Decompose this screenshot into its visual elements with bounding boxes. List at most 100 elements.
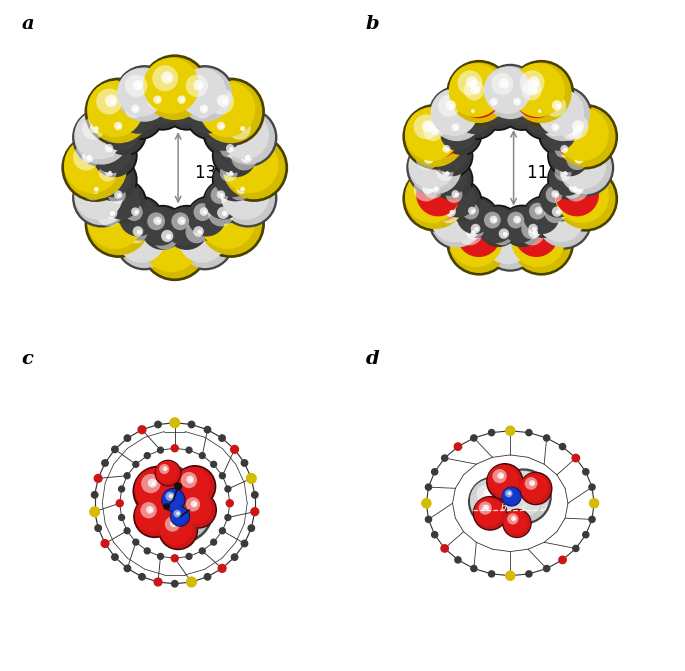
Circle shape xyxy=(158,464,176,481)
Circle shape xyxy=(544,201,579,237)
Circle shape xyxy=(529,203,556,229)
Circle shape xyxy=(184,496,211,523)
Circle shape xyxy=(190,502,201,513)
Circle shape xyxy=(418,151,447,180)
Circle shape xyxy=(151,472,184,505)
Circle shape xyxy=(476,87,521,131)
Circle shape xyxy=(583,531,589,537)
Circle shape xyxy=(125,74,147,97)
Circle shape xyxy=(98,140,127,168)
Circle shape xyxy=(442,183,478,219)
Circle shape xyxy=(456,97,497,138)
Circle shape xyxy=(235,186,252,203)
Circle shape xyxy=(433,138,468,172)
Circle shape xyxy=(175,511,184,520)
Circle shape xyxy=(506,513,526,533)
Circle shape xyxy=(154,475,179,501)
Circle shape xyxy=(226,176,266,217)
Circle shape xyxy=(497,81,514,98)
Circle shape xyxy=(199,81,262,143)
Circle shape xyxy=(100,166,123,189)
Circle shape xyxy=(546,186,562,203)
Circle shape xyxy=(419,183,443,208)
Circle shape xyxy=(172,508,188,525)
Circle shape xyxy=(141,504,164,527)
Circle shape xyxy=(434,139,467,172)
Circle shape xyxy=(181,217,227,263)
Circle shape xyxy=(190,201,225,236)
Circle shape xyxy=(482,210,513,242)
Circle shape xyxy=(170,507,190,527)
Circle shape xyxy=(227,142,277,191)
Circle shape xyxy=(124,100,154,130)
Circle shape xyxy=(511,484,528,502)
Circle shape xyxy=(477,486,506,515)
Circle shape xyxy=(502,89,541,128)
Circle shape xyxy=(516,218,563,265)
Circle shape xyxy=(529,480,535,486)
Circle shape xyxy=(162,493,194,525)
Circle shape xyxy=(506,479,536,509)
Circle shape xyxy=(117,68,166,117)
Circle shape xyxy=(177,513,179,515)
Circle shape xyxy=(505,490,517,502)
Circle shape xyxy=(562,145,606,189)
Circle shape xyxy=(151,66,192,107)
Circle shape xyxy=(431,195,484,248)
Circle shape xyxy=(86,122,110,147)
Circle shape xyxy=(460,74,490,105)
Circle shape xyxy=(166,518,187,539)
Circle shape xyxy=(155,228,186,260)
Circle shape xyxy=(560,168,569,176)
Circle shape xyxy=(64,136,127,199)
Circle shape xyxy=(131,83,149,100)
Circle shape xyxy=(479,488,501,510)
Circle shape xyxy=(119,70,168,118)
Circle shape xyxy=(521,195,566,240)
Circle shape xyxy=(432,136,471,176)
Circle shape xyxy=(475,499,504,527)
Circle shape xyxy=(422,499,431,508)
Circle shape xyxy=(555,114,604,164)
Circle shape xyxy=(516,218,520,222)
Circle shape xyxy=(443,207,464,229)
Circle shape xyxy=(220,141,247,167)
Circle shape xyxy=(214,134,257,177)
Circle shape xyxy=(525,478,543,496)
Circle shape xyxy=(499,79,509,89)
Circle shape xyxy=(225,139,281,195)
Circle shape xyxy=(174,511,184,521)
Circle shape xyxy=(183,219,223,260)
Circle shape xyxy=(527,480,540,493)
Circle shape xyxy=(434,163,466,195)
Circle shape xyxy=(419,153,444,177)
Circle shape xyxy=(171,213,198,240)
Circle shape xyxy=(471,566,477,572)
Circle shape xyxy=(138,500,170,532)
Circle shape xyxy=(569,183,579,193)
Circle shape xyxy=(173,93,196,117)
Circle shape xyxy=(482,211,512,241)
Circle shape xyxy=(436,141,453,158)
Circle shape xyxy=(506,491,514,500)
Circle shape xyxy=(445,119,473,148)
Circle shape xyxy=(108,117,136,146)
Circle shape xyxy=(538,209,541,213)
Circle shape xyxy=(194,101,212,118)
Circle shape xyxy=(178,68,232,121)
Text: a: a xyxy=(481,503,486,512)
Circle shape xyxy=(159,464,175,480)
Circle shape xyxy=(103,183,142,221)
Circle shape xyxy=(441,115,479,153)
Circle shape xyxy=(136,497,173,535)
Circle shape xyxy=(456,198,493,234)
Circle shape xyxy=(565,183,588,205)
Circle shape xyxy=(169,521,182,535)
Circle shape xyxy=(510,517,519,526)
Circle shape xyxy=(549,136,588,176)
Circle shape xyxy=(442,183,477,218)
Circle shape xyxy=(546,98,575,126)
Circle shape xyxy=(416,150,449,182)
Circle shape xyxy=(143,477,166,501)
Circle shape xyxy=(174,95,194,115)
